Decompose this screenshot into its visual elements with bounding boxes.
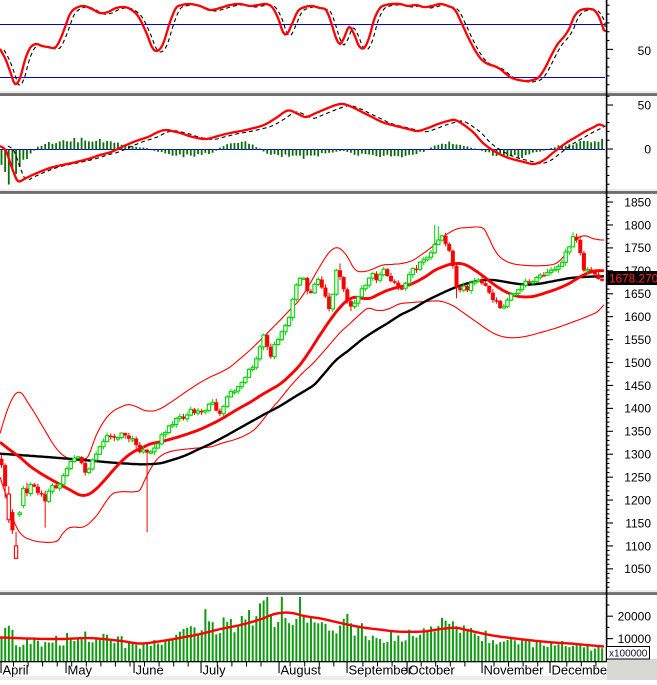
svg-text:1850: 1850 xyxy=(624,195,651,209)
svg-text:September: September xyxy=(349,663,413,678)
svg-text:1650: 1650 xyxy=(624,287,651,301)
svg-text:1400: 1400 xyxy=(624,402,651,416)
svg-text:October: October xyxy=(409,663,456,678)
svg-text:1750: 1750 xyxy=(624,241,651,255)
svg-text:1450: 1450 xyxy=(624,379,651,393)
svg-text:July: July xyxy=(203,663,227,678)
svg-text:1550: 1550 xyxy=(624,333,651,347)
svg-text:1200: 1200 xyxy=(624,493,651,507)
svg-text:x100000: x100000 xyxy=(609,649,648,660)
svg-text:August: August xyxy=(281,663,322,678)
svg-text:1500: 1500 xyxy=(624,356,651,370)
svg-text:50: 50 xyxy=(638,44,652,58)
svg-text:50: 50 xyxy=(638,98,652,112)
svg-text:1350: 1350 xyxy=(624,425,651,439)
svg-text:20000: 20000 xyxy=(618,610,652,624)
svg-text:1800: 1800 xyxy=(624,218,651,232)
svg-text:1250: 1250 xyxy=(624,471,651,485)
svg-text:1150: 1150 xyxy=(625,516,651,530)
svg-text:1678.270: 1678.270 xyxy=(609,272,657,286)
svg-text:December: December xyxy=(552,663,613,678)
svg-text:1050: 1050 xyxy=(624,562,651,576)
svg-text:1100: 1100 xyxy=(625,539,651,553)
svg-text:1300: 1300 xyxy=(624,448,651,462)
svg-text:April: April xyxy=(3,663,29,678)
svg-text:1600: 1600 xyxy=(624,310,651,324)
svg-text:0: 0 xyxy=(644,142,651,156)
svg-text:10000: 10000 xyxy=(618,632,652,646)
svg-text:November: November xyxy=(484,663,545,678)
